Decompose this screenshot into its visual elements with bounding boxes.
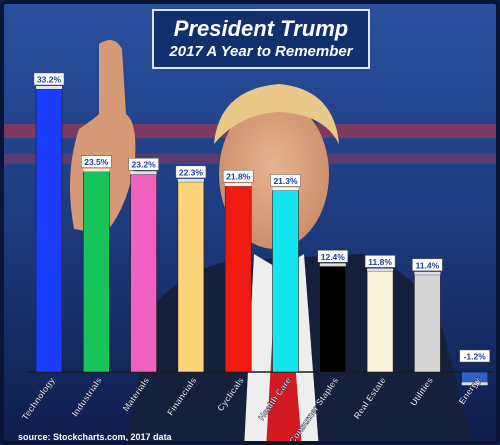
bar-cap: [130, 171, 157, 175]
bar: [35, 88, 63, 373]
data-label: 12.4%: [321, 252, 346, 262]
bar-cap: [414, 271, 441, 275]
data-label-box: [364, 255, 396, 268]
bar: [130, 173, 157, 373]
bar-cap: [461, 382, 488, 386]
data-label-box: [81, 155, 112, 168]
bar-cap: [272, 187, 299, 191]
data-label-box: [459, 349, 490, 363]
category-label: Industrials: [70, 375, 104, 418]
bar-cap: [36, 86, 62, 89]
category-label: Cyclicals: [215, 375, 246, 413]
category-label: Utilities: [408, 375, 435, 407]
bar: [224, 185, 252, 373]
bar-chart: 33.2% Technology 23.5% Industrials 23.2% Mate…: [20, 72, 494, 445]
data-label: 11.4%: [416, 260, 440, 270]
data-label-box: [175, 165, 207, 179]
category-label: Technology: [20, 375, 57, 422]
title-box: President Trump 2017 A Year to Remember: [152, 9, 370, 69]
data-label: 22.3%: [179, 167, 204, 177]
source-note: source: Stockcharts.com, 2017 data: [18, 432, 172, 442]
chart-subtitle: 2017 A Year to Remember: [169, 43, 353, 60]
bar: [414, 274, 441, 373]
category-label: Consumer Staples: [287, 375, 341, 445]
bar-cap: [177, 178, 204, 182]
bar: [366, 271, 394, 373]
data-label-box: [128, 157, 159, 171]
bar: [177, 181, 205, 373]
data-label: -1.2%: [464, 352, 487, 362]
data-label: 11.8%: [368, 257, 392, 267]
bar: [319, 266, 347, 373]
data-label-box: [33, 72, 65, 86]
data-label-box: [317, 250, 349, 263]
data-label: 33.2%: [37, 75, 62, 85]
data-label: 23.2%: [132, 160, 157, 170]
category-label: Financials: [165, 375, 198, 417]
bar-cap: [83, 168, 110, 172]
data-label: 21.8%: [226, 172, 251, 182]
chart-title: President Trump: [173, 16, 349, 41]
data-label-box: [222, 169, 254, 183]
category-label: Materials: [121, 375, 152, 413]
data-label: 23.5%: [84, 157, 109, 167]
data-label: 21.3%: [273, 176, 298, 186]
bar: [272, 190, 299, 373]
data-label-box: [412, 258, 443, 272]
category-label: Real Estate: [352, 375, 388, 420]
bar-cap: [225, 183, 252, 187]
bar-cap: [367, 268, 394, 272]
data-label-box: [270, 174, 301, 187]
bar-cap: [319, 263, 346, 267]
bar: [83, 171, 110, 373]
category-label: Health Care: [256, 375, 293, 422]
